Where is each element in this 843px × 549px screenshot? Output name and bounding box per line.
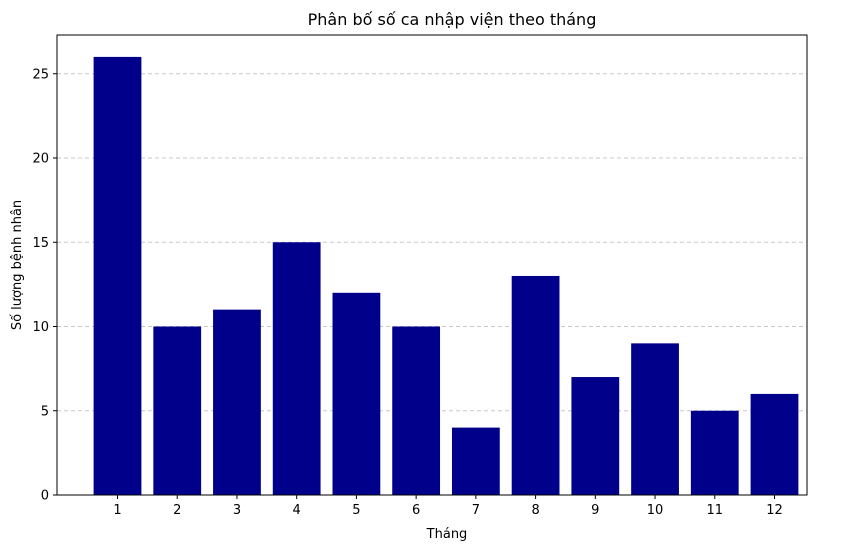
y-tick-label: 0 xyxy=(41,489,49,504)
chart-title: Phân bố số ca nhập viện theo tháng xyxy=(308,10,597,29)
bar-month-9 xyxy=(571,377,620,495)
y-tick-label: 15 xyxy=(32,236,49,251)
y-tick-label: 25 xyxy=(32,67,49,82)
bar-month-6 xyxy=(392,326,441,495)
x-tick-label: 2 xyxy=(173,503,181,518)
y-axis-ticks: 0 5 10 15 20 25 xyxy=(32,67,57,504)
y-tick-label: 20 xyxy=(32,152,49,167)
x-tick-label: 3 xyxy=(233,503,241,518)
x-tick-label: 4 xyxy=(293,503,301,518)
bars xyxy=(93,56,799,496)
bar-month-12 xyxy=(750,393,799,495)
x-tick-label: 7 xyxy=(472,503,480,518)
y-axis-label: Số lượng bệnh nhân xyxy=(10,200,25,330)
bar-month-7 xyxy=(451,427,500,495)
x-tick-label: 10 xyxy=(647,503,664,518)
bar-month-10 xyxy=(631,343,679,495)
bar-month-11 xyxy=(690,410,739,495)
x-tick-label: 8 xyxy=(531,503,539,518)
plot-frame xyxy=(56,34,808,496)
bar-month-8 xyxy=(511,275,560,495)
bar-month-3 xyxy=(213,309,261,495)
bar-month-1 xyxy=(93,56,142,496)
bar-month-5 xyxy=(332,292,381,495)
x-axis-label: Tháng xyxy=(426,527,468,542)
y-tick-label: 5 xyxy=(41,404,49,419)
x-tick-label: 12 xyxy=(766,503,783,518)
bar-month-2 xyxy=(153,326,202,495)
x-tick-label: 11 xyxy=(706,503,723,518)
bar-month-4 xyxy=(272,242,321,495)
x-tick-label: 6 xyxy=(412,503,420,518)
y-tick-label: 10 xyxy=(32,320,49,335)
x-axis-ticks: 1 2 3 4 5 6 7 8 9 10 11 12 xyxy=(113,495,783,518)
x-tick-label: 9 xyxy=(591,503,599,518)
x-tick-label: 5 xyxy=(352,503,360,518)
x-tick-label: 1 xyxy=(113,503,121,518)
